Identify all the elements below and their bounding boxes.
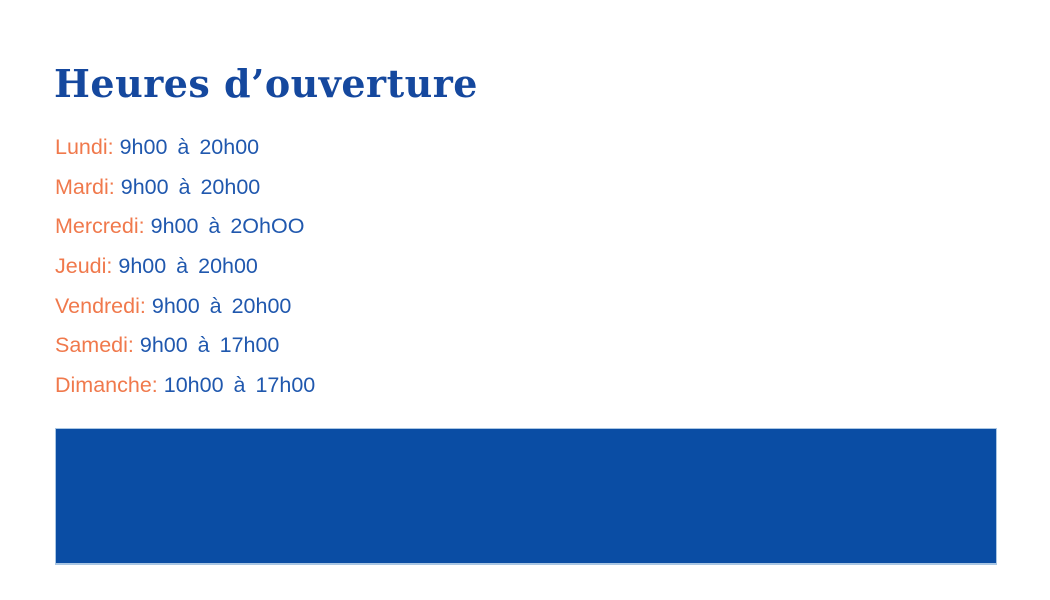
time-value: 9h00 à 20h00: [119, 135, 260, 159]
list-item: Samedi: 9h00 à 17h00: [55, 326, 315, 366]
time-value: 9h00 à 2OhOO: [150, 214, 305, 239]
time-value: 9h00 à 20h00: [151, 293, 292, 318]
page-title: Heures d’ouverture: [54, 61, 478, 106]
list-item: Vendredi: 9h00 à 20h00: [55, 287, 315, 327]
list-item: Mardi: 9h00 à 20h00: [55, 168, 315, 208]
day-label: Lundi:: [55, 135, 114, 159]
time-value: 10h00 à 17h00: [163, 373, 316, 398]
time-value: 9h00 à 17h00: [139, 333, 280, 358]
day-label: Samedi:: [55, 333, 134, 358]
list-item: Lundi: 9h00 à 20h00: [55, 128, 315, 168]
day-label: Jeudi:: [55, 254, 113, 279]
footer-color-block: [55, 428, 997, 565]
list-item: Jeudi: 9h00 à 20h00: [55, 247, 315, 287]
day-label: Mardi:: [55, 174, 115, 199]
day-label: Vendredi:: [55, 293, 146, 318]
day-label: Mercredi:: [55, 214, 145, 239]
time-value: 9h00 à 20h00: [118, 254, 258, 279]
time-value: 9h00 à 20h00: [120, 174, 261, 199]
opening-hours-list: Lundi: 9h00 à 20h00 Mardi: 9h00 à 20h00 Me…: [55, 128, 315, 406]
list-item: Mercredi: 9h00 à 2OhOO: [55, 207, 315, 247]
day-label: Dimanche:: [55, 373, 158, 398]
list-item: Dimanche: 10h00 à 17h00: [55, 366, 315, 406]
